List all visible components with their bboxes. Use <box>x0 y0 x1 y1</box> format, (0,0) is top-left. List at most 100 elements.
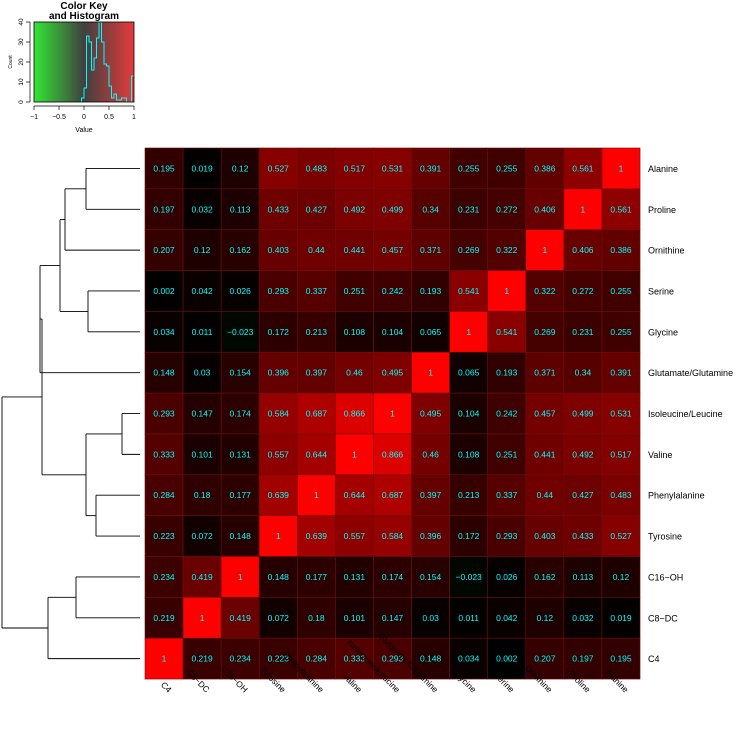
cell-value-label: 0.639 <box>268 490 290 500</box>
cell-value-label: 0.242 <box>382 286 404 296</box>
cell-value-label: 0.026 <box>496 572 518 582</box>
heatmap-cell <box>258 556 298 598</box>
cell-value-label: 0.207 <box>153 245 175 255</box>
cell-value-label: −0.023 <box>227 327 254 337</box>
heatmap-cell <box>373 188 412 231</box>
heatmap-cell <box>258 637 298 680</box>
cell-value-label: 0.403 <box>534 531 556 541</box>
cell-value-label: 0.104 <box>382 327 404 337</box>
heatmap-cell <box>525 637 565 680</box>
cell-value-label: 0.034 <box>458 654 480 664</box>
heatmap-cell <box>525 433 565 476</box>
cell-value-label: 0.391 <box>610 368 632 378</box>
heatmap-cell <box>525 515 565 557</box>
color-key-y-tick-label: 40 <box>18 18 25 26</box>
cell-value-label: 0.002 <box>496 654 518 664</box>
cell-value-label: 0.492 <box>572 449 594 459</box>
cell-value-label: 0.403 <box>268 245 290 255</box>
row-label: Alanine <box>648 164 678 174</box>
histogram-line <box>81 21 134 103</box>
cell-value-label: 0.433 <box>572 531 594 541</box>
cell-value-label: 0.251 <box>496 449 518 459</box>
cell-value-label: 0.002 <box>153 286 175 296</box>
cell-value-label: 0.866 <box>344 409 366 419</box>
cell-value-label: 0.231 <box>572 327 594 337</box>
cell-value-label: 0.386 <box>534 163 556 173</box>
cell-value-label: 0.255 <box>610 327 632 337</box>
heatmap-cell <box>487 556 527 598</box>
heatmap-cell <box>525 188 565 231</box>
cell-value-label: 0.162 <box>534 572 556 582</box>
cell-value-label: 0.12 <box>232 163 249 173</box>
cell-value-label: 0.148 <box>268 572 290 582</box>
cell-value-label: 0.293 <box>153 409 175 419</box>
cell-value-label: 1 <box>619 163 624 173</box>
cell-value-label: 0.234 <box>153 572 175 582</box>
heatmap-cell <box>601 474 641 516</box>
cell-value-label: 0.255 <box>610 286 632 296</box>
cell-value-label: 0.687 <box>382 490 404 500</box>
color-key-x-tick-label: −1 <box>30 114 38 121</box>
heatmap-cell <box>258 270 298 312</box>
heatmap-cell <box>487 637 527 680</box>
cell-value-label: 0.032 <box>191 204 213 214</box>
heatmap-cell <box>449 637 489 680</box>
heatmap-cell <box>144 474 184 516</box>
heatmap-cell <box>411 392 450 435</box>
heatmap-cell <box>258 474 298 516</box>
heatmap-cell <box>335 556 374 598</box>
heatmap-cell <box>563 351 603 394</box>
heatmap-cell <box>144 637 184 680</box>
heatmap-cell <box>335 474 374 516</box>
heatmap-cell <box>601 433 641 476</box>
cell-value-label: 0.492 <box>344 204 366 214</box>
color-key-x-tick-label: 0 <box>82 114 86 121</box>
heatmap-cell <box>411 270 450 312</box>
cell-value-label: 0.207 <box>534 654 556 664</box>
heatmap-cell <box>373 311 412 353</box>
heatmap-cell <box>525 270 565 312</box>
cell-value-label: 0.12 <box>194 245 211 255</box>
heatmap-cell <box>373 597 412 639</box>
heatmap-cell <box>601 147 641 190</box>
cell-value-label: 0.108 <box>344 327 366 337</box>
color-key-x-axis: −1 −0.5 0 0.5 1 <box>30 105 136 121</box>
heatmap-cell <box>601 270 641 312</box>
cell-value-label: 0.195 <box>153 163 175 173</box>
heatmap-cell <box>182 556 222 598</box>
heatmap-cell <box>411 433 450 476</box>
heatmap-cell <box>449 311 489 353</box>
heatmap-cell <box>373 515 412 557</box>
cell-value-label: 0.101 <box>344 613 366 623</box>
heatmap-cell <box>411 556 450 598</box>
cell-value-label: 0.172 <box>458 531 480 541</box>
cell-value-label: 0.419 <box>191 572 213 582</box>
cell-value-label: 1 <box>581 204 586 214</box>
heatmap-cell <box>411 474 450 516</box>
cell-value-label: 0.391 <box>420 163 442 173</box>
cell-value-label: 0.269 <box>458 245 480 255</box>
cell-value-label: 0.113 <box>230 204 251 214</box>
heatmap-cell <box>220 147 260 190</box>
cell-value-label: 0.406 <box>572 245 594 255</box>
cell-value-label: 1 <box>466 327 471 337</box>
cell-value-label: 0.154 <box>230 368 252 378</box>
heatmap-cell <box>411 188 450 231</box>
cell-value-label: 0.371 <box>420 245 442 255</box>
row-label: Ornithine <box>648 246 685 256</box>
heatmap-cell <box>487 147 527 190</box>
cell-value-label: 0.108 <box>458 449 480 459</box>
cell-value-label: 0.193 <box>496 368 518 378</box>
cell-value-label: 0.12 <box>537 613 554 623</box>
cell-value-label: 0.495 <box>420 409 442 419</box>
cell-value-label: 0.18 <box>308 613 325 623</box>
cell-value-label: 0.072 <box>268 613 290 623</box>
row-label: Phenylalanine <box>648 491 705 501</box>
heatmap-cell <box>601 229 641 271</box>
heatmap-cell <box>449 515 489 557</box>
heatmap-cell <box>182 270 222 312</box>
color-key-y-tick-label: 0 <box>18 100 25 104</box>
heatmap-cell <box>144 270 184 312</box>
cell-value-label: 0.255 <box>496 163 518 173</box>
cell-value-label: 1 <box>504 286 509 296</box>
